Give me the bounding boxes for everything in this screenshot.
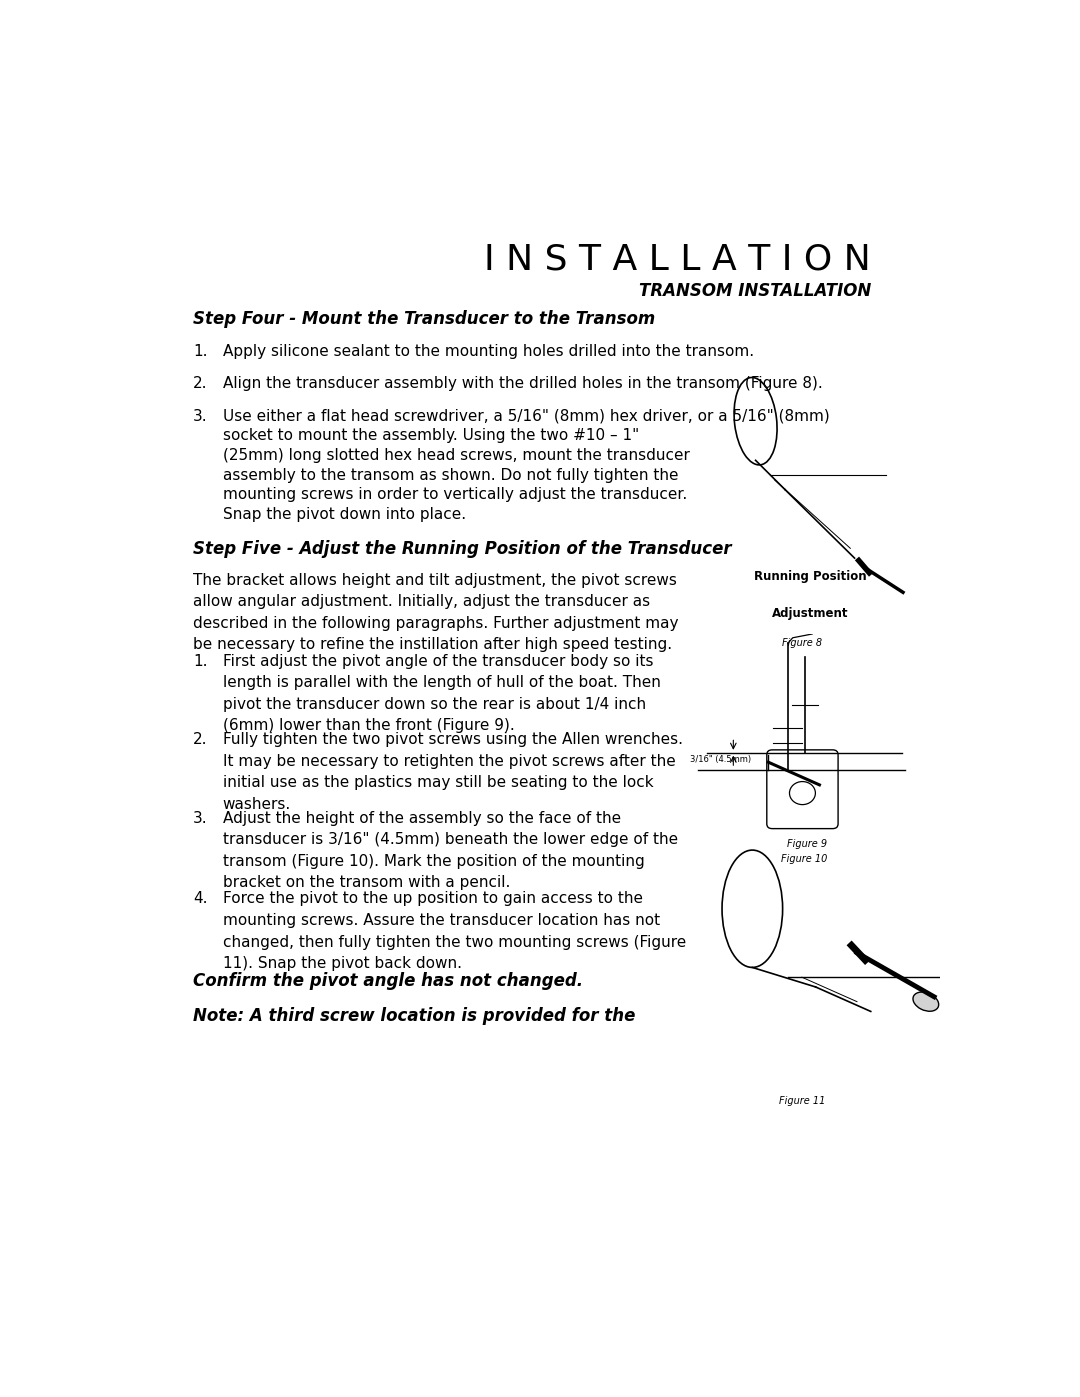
Text: Figure 11: Figure 11: [779, 1097, 825, 1106]
Text: Confirm the pivot angle has not changed.: Confirm the pivot angle has not changed.: [193, 972, 583, 990]
Text: The bracket allows height and tilt adjustment, the pivot screws
allow angular ad: The bracket allows height and tilt adjus…: [193, 573, 678, 652]
Text: Adjust the height of the assembly so the face of the
transducer is 3/16" (4.5mm): Adjust the height of the assembly so the…: [222, 810, 678, 890]
Text: Running Position: Running Position: [754, 570, 866, 583]
Text: Apply silicone sealant to the mounting holes drilled into the transom.: Apply silicone sealant to the mounting h…: [222, 344, 754, 359]
Text: Snap the pivot down into place.: Snap the pivot down into place.: [222, 507, 465, 522]
Text: 3/16" (4.5mm): 3/16" (4.5mm): [690, 756, 752, 764]
Text: Force the pivot to the up position to gain access to the
mounting screws. Assure: Force the pivot to the up position to ga…: [222, 891, 686, 971]
Text: socket to mount the assembly. Using the two #10 – 1": socket to mount the assembly. Using the …: [222, 429, 639, 443]
Text: 3.: 3.: [193, 810, 207, 826]
Text: 3.: 3.: [193, 409, 207, 423]
Text: TRANSOM INSTALLATION: TRANSOM INSTALLATION: [639, 282, 872, 300]
Text: 4.: 4.: [193, 891, 207, 907]
Text: Step Four - Mount the Transducer to the Transom: Step Four - Mount the Transducer to the …: [193, 310, 656, 328]
Text: First adjust the pivot angle of the transducer body so its
length is parallel wi: First adjust the pivot angle of the tran…: [222, 654, 661, 733]
Text: Use either a flat head screwdriver, a 5/16" (8mm) hex driver, or a 5/16" (8mm): Use either a flat head screwdriver, a 5/…: [222, 409, 829, 423]
Text: (25mm) long slotted hex head screws, mount the transducer: (25mm) long slotted hex head screws, mou…: [222, 448, 689, 462]
Text: I N S T A L L A T I O N: I N S T A L L A T I O N: [485, 242, 872, 277]
Text: 1.: 1.: [193, 654, 207, 669]
Text: Align the transducer assembly with the drilled holes in the transom (Figure 8).: Align the transducer assembly with the d…: [222, 376, 822, 391]
Text: 2.: 2.: [193, 376, 207, 391]
Text: Step Five - Adjust the Running Position of the Transducer: Step Five - Adjust the Running Position …: [193, 541, 732, 559]
Text: 2.: 2.: [193, 732, 207, 747]
Text: Note: A third screw location is provided for the: Note: A third screw location is provided…: [193, 1007, 635, 1025]
Text: assembly to the transom as shown. Do not fully tighten the: assembly to the transom as shown. Do not…: [222, 468, 678, 482]
Text: Adjustment: Adjustment: [772, 608, 848, 620]
Text: Fully tighten the two pivot screws using the Allen wrenches.
It may be necessary: Fully tighten the two pivot screws using…: [222, 732, 683, 812]
Text: 1.: 1.: [193, 344, 207, 359]
Text: Figure 9: Figure 9: [787, 840, 827, 849]
Text: Figure 8: Figure 8: [782, 638, 822, 648]
Text: mounting screws in order to vertically adjust the transducer.: mounting screws in order to vertically a…: [222, 488, 687, 502]
Text: Figure 10: Figure 10: [782, 854, 827, 865]
Ellipse shape: [913, 992, 939, 1011]
